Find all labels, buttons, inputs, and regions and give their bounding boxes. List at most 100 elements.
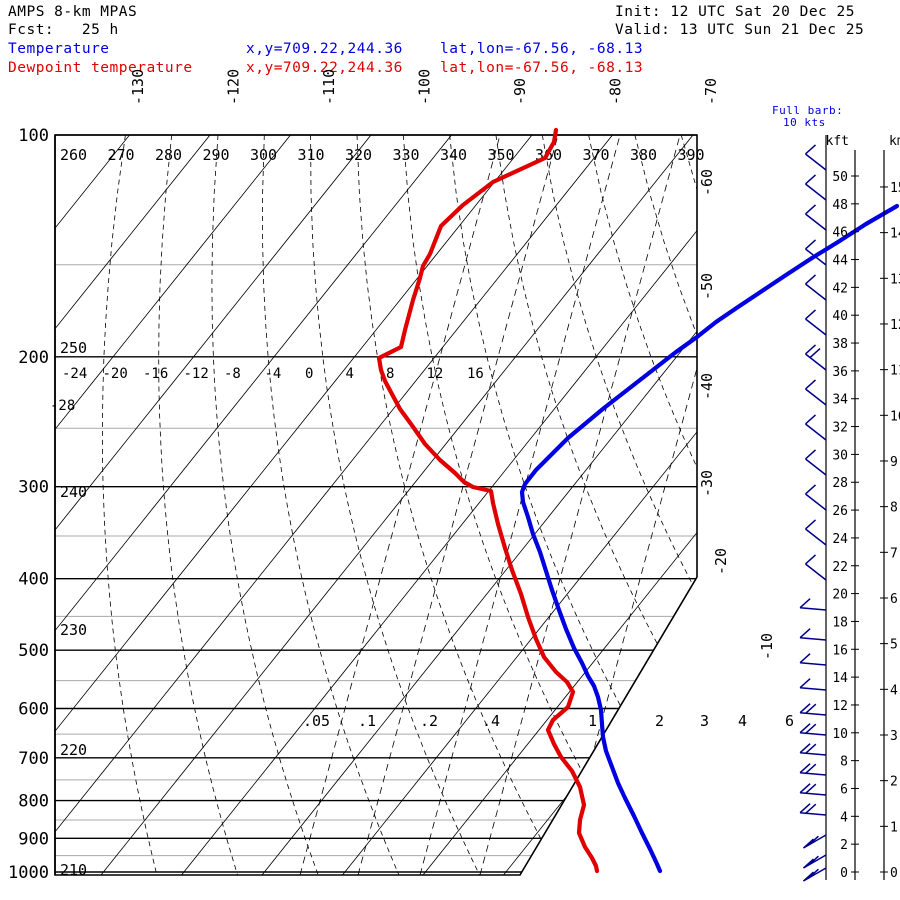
theta-label: 330 — [393, 146, 420, 164]
kft-tick-label: 24 — [832, 532, 848, 547]
wind-barb — [805, 144, 827, 171]
wind-barb — [799, 743, 827, 756]
kft-tick-label: 34 — [832, 393, 848, 408]
dewpoint-trace — [519, 203, 900, 874]
mixing-ratio-line — [479, 135, 681, 875]
km-tick-label: 4. — [890, 683, 900, 698]
theta-label: 300 — [250, 146, 277, 164]
mixing-ratio-label: 1 — [588, 712, 597, 730]
km-tick-label: 3. — [890, 729, 900, 744]
pressure-tick-label: 200 — [18, 348, 49, 368]
wind-barb — [799, 723, 827, 736]
pressure-tick-label: 600 — [18, 699, 49, 719]
isotherm-200mb-label: -24 — [62, 366, 87, 382]
km-tick-label: 14. — [890, 227, 900, 242]
isotherm-200mb-label: 4 — [346, 366, 354, 382]
theta-label: 290 — [203, 146, 230, 164]
wind-barb — [805, 554, 827, 581]
kft-tick-label: 6 — [840, 782, 848, 797]
model-title: AMPS 8-km MPAS — [8, 4, 138, 20]
mixing-ratio-line — [357, 135, 559, 875]
moist-adiabat-line — [310, 135, 482, 875]
mixing-ratio-label: 2 — [655, 712, 664, 730]
wind-barb — [799, 803, 827, 816]
isotherm-200mb-label: 16 — [467, 366, 484, 382]
kft-tick-label: 4 — [840, 810, 848, 825]
moist-adiabat-line — [634, 135, 697, 875]
wind-barb-column[interactable] — [799, 135, 827, 882]
isotherm-200mb-label: -20 — [103, 366, 128, 382]
pressure-tick-label: 800 — [18, 792, 49, 812]
km-tick-label: 10. — [890, 409, 900, 424]
moist-adiabat-label: 210 — [60, 861, 87, 879]
moist-adiabat-line — [158, 135, 239, 875]
isotherm-200mb-label: 12 — [427, 366, 444, 382]
wind-barb — [799, 598, 827, 611]
isotherm-line — [55, 135, 219, 875]
mixing-ratio-lines — [299, 135, 697, 875]
isotherm-line — [664, 135, 697, 875]
km-tick-label: 15. — [890, 181, 900, 196]
km-tick-label: 13. — [890, 272, 900, 287]
isotherm-200mb-label: -12 — [184, 366, 209, 382]
isotherm-200mb-label: 0 — [305, 366, 313, 382]
km-tick-label: 2. — [890, 775, 900, 790]
kft-tick-label: 46 — [832, 226, 848, 241]
kft-tick-label: 12 — [832, 699, 848, 714]
sounding-traces — [376, 127, 900, 874]
kft-tick-label: 36 — [832, 365, 848, 380]
mixing-ratio-line — [299, 135, 501, 875]
isotherm-right-label: -40 — [698, 373, 716, 400]
theta-label: 320 — [345, 146, 372, 164]
theta-label: 390 — [678, 146, 705, 164]
altitude-axis: kftkm02468101214161820222426283032343638… — [826, 134, 900, 881]
km-tick-label: 7. — [890, 546, 900, 561]
isotherm-line — [55, 135, 621, 875]
isotherm-right-label: -20 — [712, 548, 730, 575]
km-tick-label: 5. — [890, 638, 900, 653]
wind-barb — [802, 854, 827, 869]
kft-tick-label: 38 — [832, 337, 848, 352]
kft-tick-label: 40 — [832, 309, 848, 324]
temperature-latlon: lat,lon=-67.56, -68.13 — [440, 41, 644, 57]
km-tick-label: 6. — [890, 592, 900, 607]
kft-tick-label: 26 — [832, 504, 848, 519]
isotherm-line — [181, 135, 697, 875]
wind-barb — [805, 309, 827, 336]
moist-adiabat-line — [101, 135, 159, 875]
wind-barb — [805, 204, 827, 231]
wind-barb — [799, 763, 827, 776]
theta-label: 310 — [298, 146, 325, 164]
isotherms — [55, 135, 697, 875]
isotherm-line — [55, 135, 541, 875]
mixing-ratio-label: .1 — [358, 712, 376, 730]
moist-adiabat-line — [588, 135, 697, 875]
kft-tick-label: 48 — [832, 198, 848, 213]
kft-tick-label: 44 — [832, 254, 848, 269]
isotherm-line — [100, 135, 697, 875]
wind-barb — [802, 867, 827, 882]
theta-label: 370 — [583, 146, 610, 164]
dewpoint-legend-label: Dewpoint temperature — [8, 60, 193, 76]
isotherm-right-label: -60 — [698, 169, 716, 196]
km-tick-label: 12. — [890, 318, 900, 333]
wind-barb — [805, 379, 827, 406]
isotherm-200mb-label: -16 — [143, 366, 168, 382]
moist-adiabat-label: -28 — [50, 398, 75, 414]
wind-barb — [799, 653, 827, 666]
isotherm-200mb-label: -4 — [265, 366, 282, 382]
wind-barb — [805, 274, 827, 301]
km-tick-label: 11. — [890, 364, 900, 379]
moist-adiabat-label: 250 — [60, 339, 87, 357]
kft-tick-label: 32 — [832, 421, 848, 436]
pressure-tick-label: 900 — [18, 829, 49, 849]
forecast-hour: Fcst: 25 h — [8, 22, 119, 38]
theta-label: 340 — [440, 146, 467, 164]
kft-tick-label: 18 — [832, 615, 848, 630]
isotherm-line — [55, 135, 299, 875]
isotherm-top-label: -80 — [607, 78, 625, 105]
wind-barb — [805, 449, 827, 476]
pressure-tick-label: 400 — [18, 570, 49, 590]
